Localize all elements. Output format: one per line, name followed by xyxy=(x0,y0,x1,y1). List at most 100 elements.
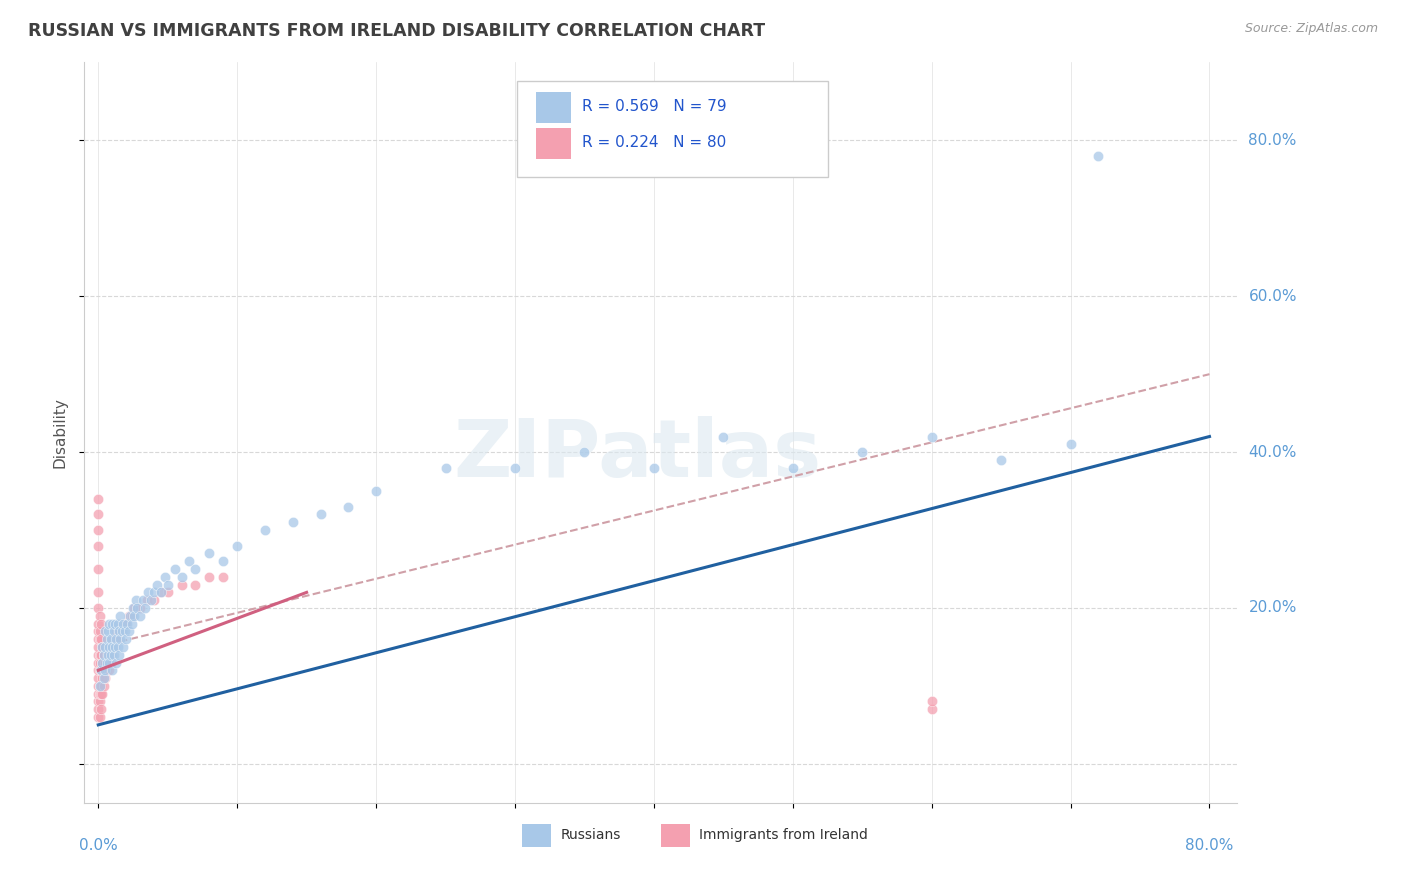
Point xyxy=(98,663,121,677)
Point xyxy=(90,632,112,647)
Point xyxy=(87,694,110,708)
Text: Russians: Russians xyxy=(561,829,621,842)
Point xyxy=(89,710,111,724)
Point xyxy=(309,508,332,522)
Point xyxy=(98,616,121,631)
Point xyxy=(112,624,135,639)
Point xyxy=(108,624,131,639)
Point xyxy=(101,632,124,647)
Point xyxy=(110,608,132,623)
Point xyxy=(87,702,110,716)
Point xyxy=(129,601,152,615)
Point xyxy=(142,593,165,607)
Point xyxy=(90,663,112,677)
FancyBboxPatch shape xyxy=(517,81,828,178)
Point xyxy=(105,632,128,647)
Point xyxy=(115,616,138,631)
Point xyxy=(97,640,120,654)
Point xyxy=(87,585,110,599)
Point xyxy=(96,648,118,662)
Point xyxy=(96,632,118,647)
Point xyxy=(253,523,276,537)
Point xyxy=(153,570,176,584)
Point xyxy=(90,648,112,662)
Point xyxy=(89,679,111,693)
Point xyxy=(91,656,114,670)
Point xyxy=(121,608,143,623)
Point xyxy=(503,460,526,475)
Point xyxy=(98,656,121,670)
Point xyxy=(107,632,129,647)
Point xyxy=(281,515,304,529)
Point xyxy=(110,632,132,647)
Point xyxy=(124,608,146,623)
Point xyxy=(111,616,134,631)
Text: Source: ZipAtlas.com: Source: ZipAtlas.com xyxy=(1244,22,1378,36)
Point xyxy=(100,648,122,662)
Point xyxy=(97,648,120,662)
Point xyxy=(87,624,110,639)
Point xyxy=(115,632,138,647)
Text: 80.0%: 80.0% xyxy=(1185,838,1233,853)
Point xyxy=(145,577,167,591)
Point xyxy=(98,648,121,662)
Point xyxy=(87,640,110,654)
Point xyxy=(94,624,117,639)
Point xyxy=(114,624,136,639)
Point xyxy=(87,632,110,647)
Point xyxy=(127,601,149,615)
Point xyxy=(170,570,193,584)
Point xyxy=(93,671,115,685)
Y-axis label: Disability: Disability xyxy=(52,397,67,468)
Point xyxy=(90,616,112,631)
Point xyxy=(112,616,135,631)
Point xyxy=(104,616,127,631)
Point xyxy=(118,624,141,639)
Point xyxy=(170,577,193,591)
Point xyxy=(156,585,179,599)
Point xyxy=(711,429,734,443)
Point xyxy=(118,608,141,623)
Point xyxy=(105,656,128,670)
Point xyxy=(93,648,115,662)
Point xyxy=(103,640,125,654)
Text: Immigrants from Ireland: Immigrants from Ireland xyxy=(699,829,868,842)
Point xyxy=(212,570,235,584)
Point xyxy=(149,585,172,599)
Point xyxy=(94,656,117,670)
Point xyxy=(108,648,131,662)
Point xyxy=(108,624,131,639)
Point xyxy=(110,624,132,639)
Point xyxy=(91,640,114,654)
Point xyxy=(96,656,118,670)
Point xyxy=(226,539,249,553)
Point xyxy=(100,656,122,670)
Point xyxy=(87,523,110,537)
Text: 40.0%: 40.0% xyxy=(1249,444,1296,459)
Point xyxy=(337,500,360,514)
Point xyxy=(90,663,112,677)
FancyBboxPatch shape xyxy=(536,128,571,159)
Point xyxy=(89,687,111,701)
Point xyxy=(921,694,943,708)
Point xyxy=(127,601,149,615)
Point xyxy=(87,671,110,685)
Point xyxy=(782,460,804,475)
Point xyxy=(104,632,127,647)
Point xyxy=(101,640,124,654)
Point xyxy=(93,679,115,693)
Point xyxy=(156,577,179,591)
Point xyxy=(87,663,110,677)
Point xyxy=(851,445,873,459)
Point xyxy=(129,608,152,623)
Point xyxy=(89,679,111,693)
Point xyxy=(101,663,124,677)
Point xyxy=(89,624,111,639)
Point xyxy=(643,460,665,475)
Point xyxy=(87,616,110,631)
Point xyxy=(96,663,118,677)
Point xyxy=(87,648,110,662)
Point xyxy=(122,601,145,615)
Point xyxy=(100,632,122,647)
Point xyxy=(1059,437,1081,451)
